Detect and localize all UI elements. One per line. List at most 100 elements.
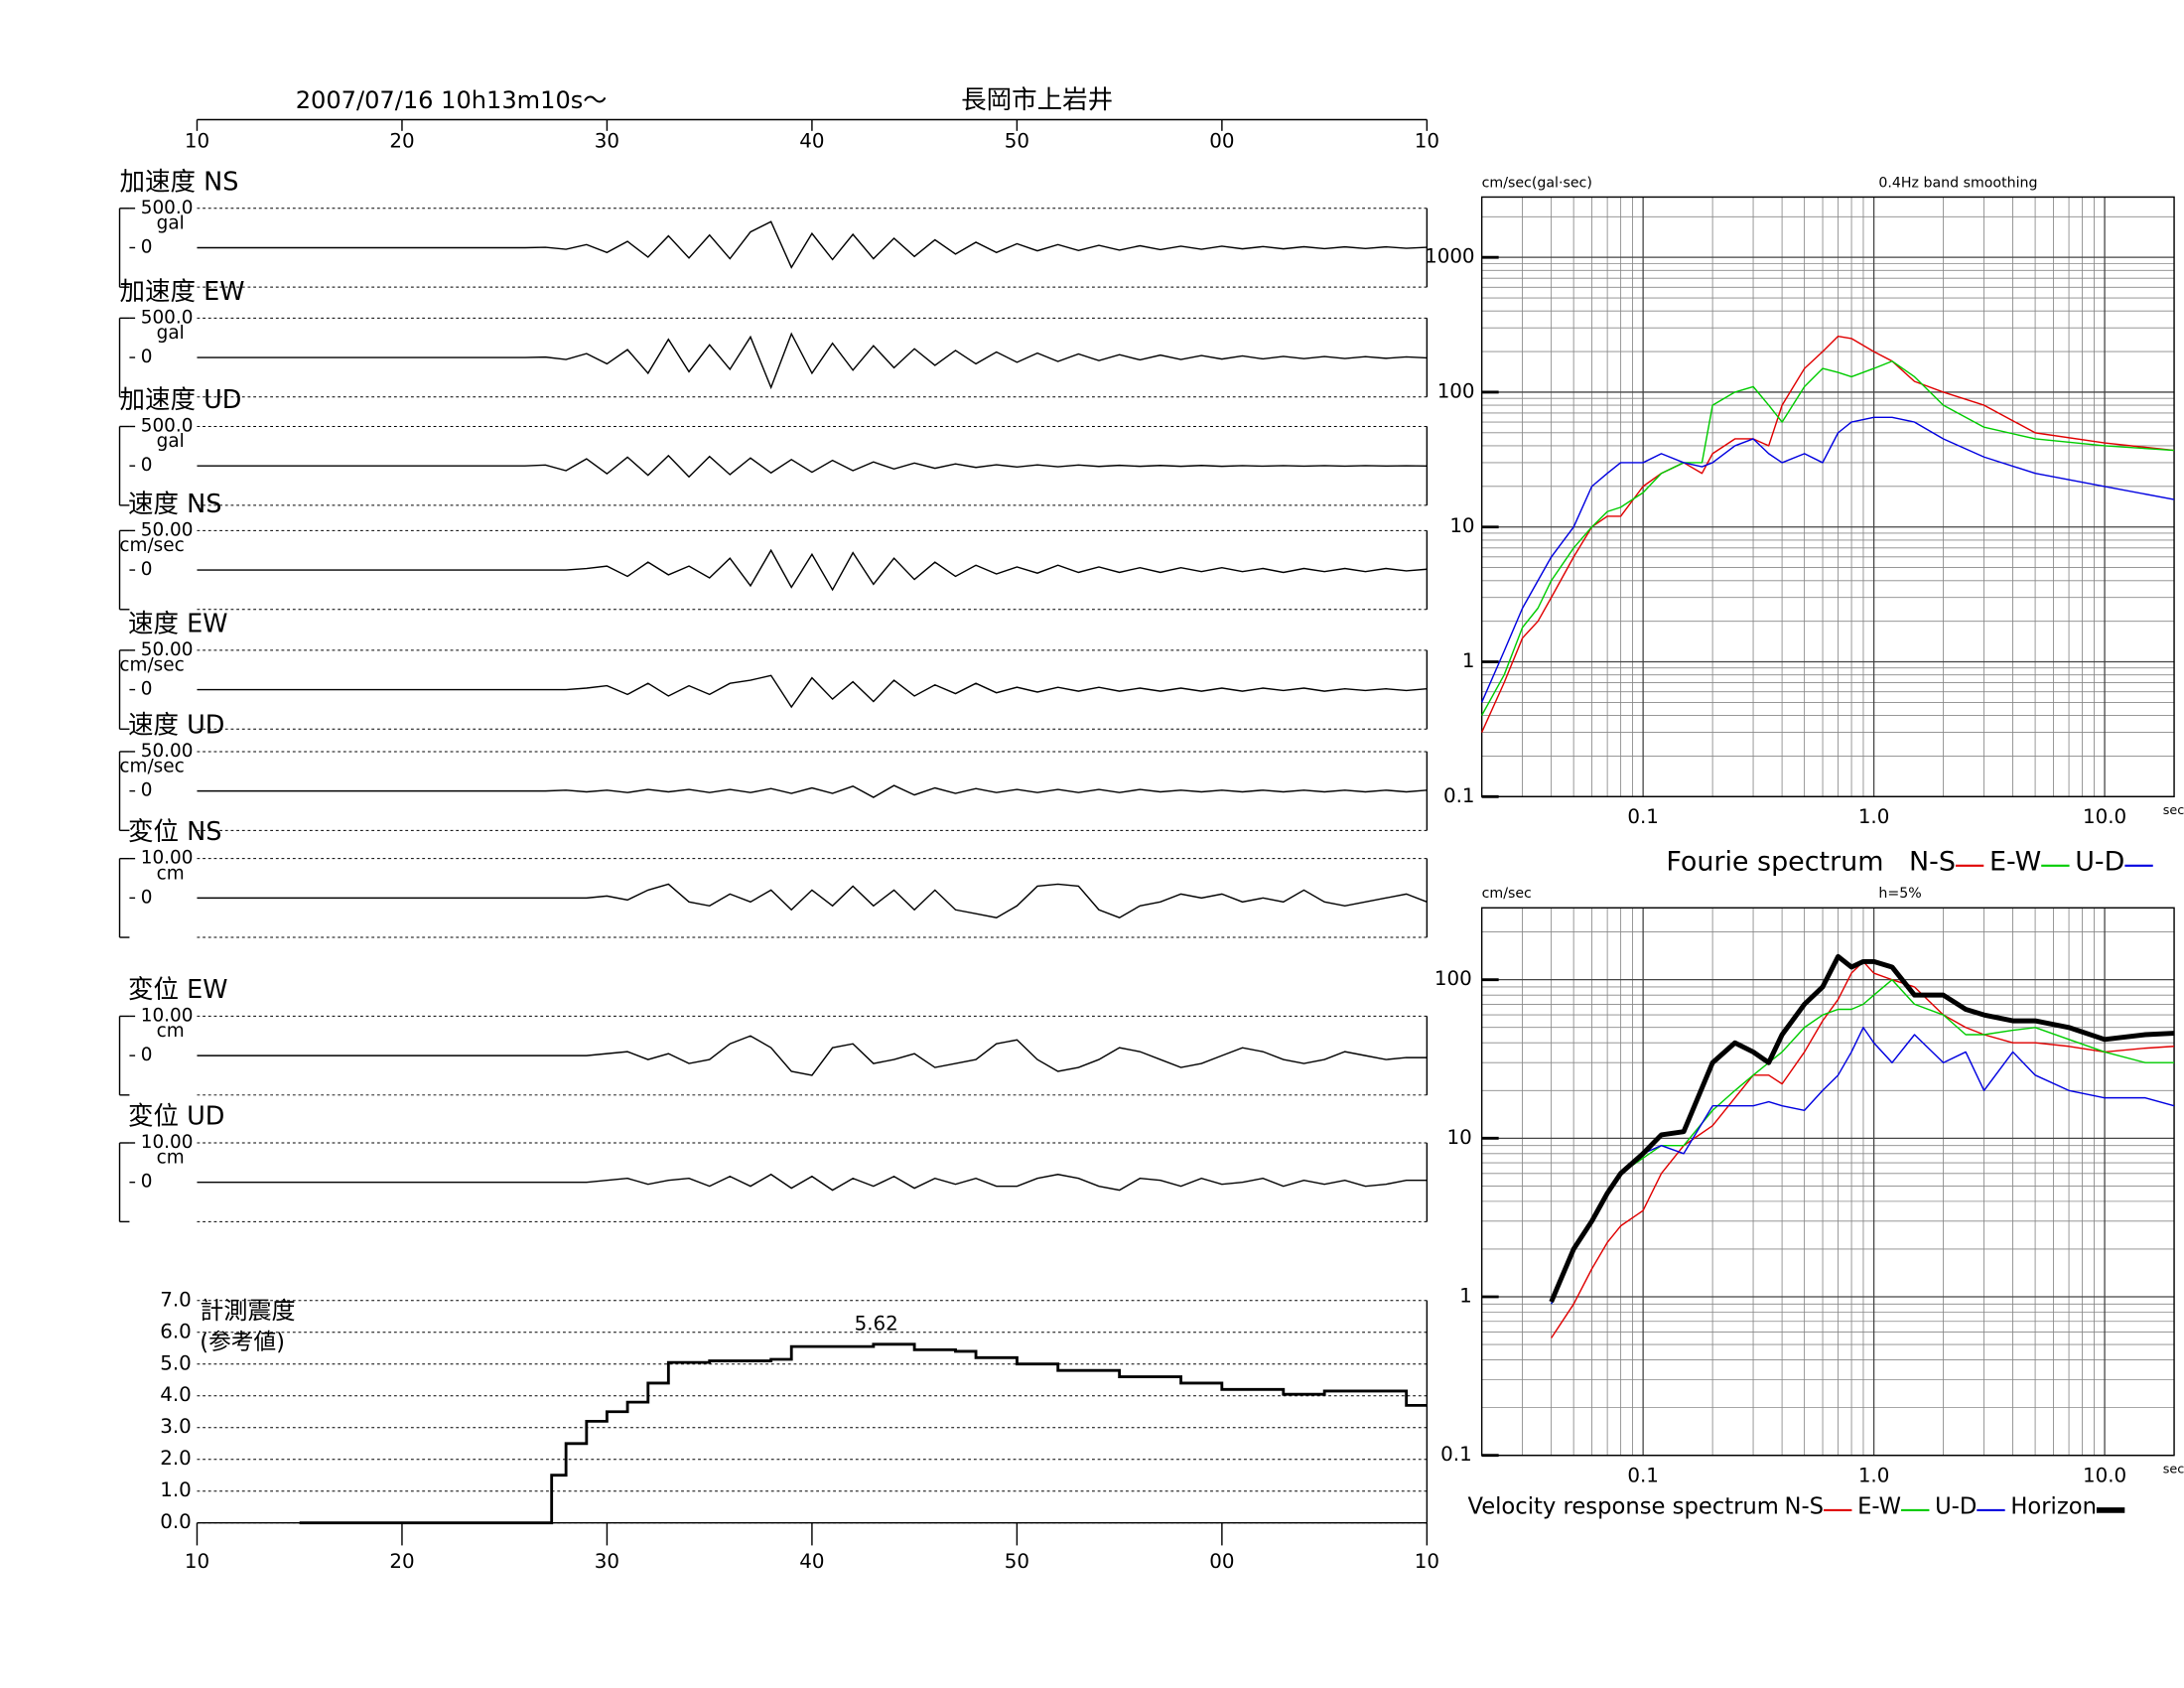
y-tick-label: 0 <box>141 236 153 257</box>
trace-label: 加速度 UD <box>120 385 242 415</box>
trace-label: 速度 EW <box>128 609 227 638</box>
y-tick-label: 1 <box>1459 1285 1472 1308</box>
note: h=5% <box>1878 886 1921 902</box>
unit-label: cm <box>157 1148 185 1169</box>
y-tick-label: 0.1 <box>1440 1443 1472 1466</box>
unit-label: cm/sec <box>119 757 184 777</box>
x-tick-label: 1.0 <box>1858 805 1890 828</box>
plot-frame <box>1480 907 2175 1457</box>
y-tick-label: 50.00 <box>141 741 194 762</box>
legend-label: U-D <box>2075 846 2124 877</box>
spectrum-line <box>1551 960 2175 1338</box>
y-tick-label: 1 <box>1462 649 1475 672</box>
waveform <box>197 674 1428 709</box>
y-tick-label: 0 <box>141 887 153 908</box>
y-tick-label: 10 <box>1449 514 1474 537</box>
y-tick-label: 0 <box>141 679 153 700</box>
waveform <box>197 454 1428 479</box>
plot-frame <box>1480 196 2175 798</box>
x-tick-label: 40 <box>799 1550 824 1573</box>
y-tick-label: 10.00 <box>141 848 194 869</box>
legend-title: Fourie spectrum <box>1666 846 1883 877</box>
subtitle: (参考値) <box>200 1330 285 1355</box>
x-axis-label: sec <box>2163 1462 2184 1477</box>
waveform <box>197 883 1428 918</box>
annotation: 5.62 <box>855 1313 898 1336</box>
y-tick-label: 1000 <box>1425 245 1474 268</box>
y-tick-label: 6.0 <box>160 1320 192 1342</box>
unit-label: cm/sec <box>119 535 184 556</box>
y-tick-label: 0.1 <box>1443 784 1475 807</box>
trace-label: 変位 NS <box>128 817 221 847</box>
y-tick-label: 500.0 <box>141 198 194 218</box>
y-tick-label: 10.00 <box>141 1005 194 1026</box>
x-tick-label: 30 <box>595 1550 619 1573</box>
y-tick-label: 500.0 <box>141 416 194 437</box>
y-tick-label: 0 <box>141 347 153 367</box>
trace-label: 加速度 NS <box>120 167 239 197</box>
y-tick-label: 100 <box>1437 379 1475 402</box>
legend-label: E-W <box>1989 846 2041 877</box>
spectrum-line <box>1549 953 2175 1304</box>
title: 計測震度 <box>200 1297 295 1325</box>
y-tick-label: 10 <box>1446 1126 1471 1149</box>
spectrum-line <box>1481 360 2175 716</box>
legend-label: N-S <box>1909 846 1956 877</box>
x-tick-label: 10 <box>1415 1550 1439 1573</box>
x-tick-label: 50 <box>1005 1550 1029 1573</box>
trace-label: 変位 EW <box>128 975 227 1005</box>
x-tick-label: 10.0 <box>2083 1464 2126 1486</box>
y-axis-label: cm/sec <box>1482 886 1532 902</box>
x-tick-label: 10 <box>185 1550 209 1573</box>
waveform <box>197 332 1428 390</box>
y-tick-label: 1.0 <box>160 1478 192 1501</box>
y-tick-label: 3.0 <box>160 1415 192 1438</box>
trace-label: 速度 UD <box>128 710 224 740</box>
note: 0.4Hz band smoothing <box>1878 175 2037 191</box>
legend-label: U-D <box>1935 1494 1977 1520</box>
waveform <box>197 784 1428 798</box>
unit-label: gal <box>157 431 185 452</box>
title: 2007/07/16 10h13m10s～ <box>296 86 608 114</box>
waveform <box>197 1173 1428 1192</box>
trace-label: 加速度 EW <box>120 277 245 307</box>
x-tick-label: 50 <box>1005 130 1029 153</box>
y-tick-label: 50.00 <box>141 639 194 660</box>
x-tick-label: 30 <box>595 130 619 153</box>
y-tick-label: 0 <box>141 1172 153 1193</box>
x-tick-label: 10 <box>185 130 209 153</box>
y-tick-label: 100 <box>1434 967 1472 990</box>
unit-label: cm <box>157 1021 185 1042</box>
unit-label: gal <box>157 323 185 344</box>
spectrum-line <box>1551 979 2175 1305</box>
legend-title: Velocity response spectrum <box>1467 1494 1778 1520</box>
legend-label: Horizon <box>2010 1494 2097 1520</box>
x-tick-label: 1.0 <box>1858 1464 1890 1486</box>
waveform <box>197 220 1428 269</box>
waveform <box>197 548 1428 592</box>
y-tick-label: 500.0 <box>141 307 194 328</box>
spectrum-line <box>1480 416 2175 703</box>
y-tick-label: 0 <box>141 559 153 580</box>
x-tick-label: 20 <box>389 1550 414 1573</box>
x-tick-label: 10.0 <box>2083 805 2126 828</box>
x-tick-label: 00 <box>1209 1550 1234 1573</box>
intensity-line <box>299 1342 1428 1525</box>
legend-label: N-S <box>1785 1494 1825 1520</box>
legend-label: E-W <box>1857 1494 1901 1520</box>
y-tick-label: 10.00 <box>141 1132 194 1153</box>
y-tick-label: 0.0 <box>160 1510 192 1533</box>
x-axis-label: sec <box>2163 803 2184 818</box>
unit-label: gal <box>157 212 185 233</box>
y-tick-label: 50.00 <box>141 519 194 540</box>
x-tick-label: 20 <box>389 130 414 153</box>
y-tick-label: 4.0 <box>160 1383 192 1406</box>
y-tick-label: 0 <box>141 1045 153 1065</box>
spectrum-line <box>1480 335 2175 733</box>
y-tick-label: 7.0 <box>160 1288 192 1311</box>
unit-label: cm <box>157 863 185 884</box>
y-tick-label: 0 <box>141 455 153 476</box>
